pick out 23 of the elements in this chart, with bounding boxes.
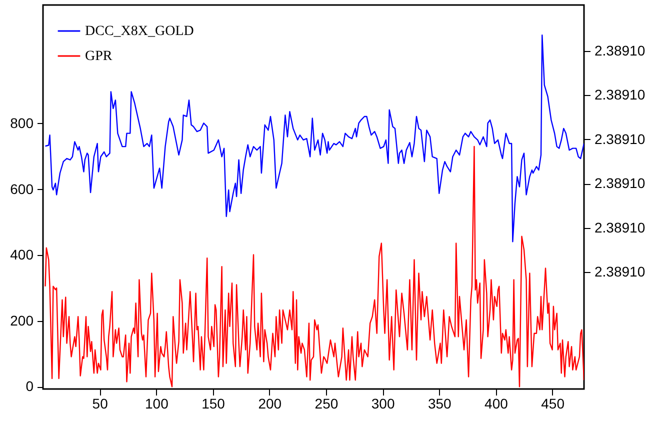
x-tick-label: 100 bbox=[145, 396, 169, 412]
y-tick-label: 800 bbox=[10, 114, 34, 131]
y2-tick-label: 2.38910 bbox=[594, 42, 646, 59]
y2-tick-label: 2.38910 bbox=[594, 130, 646, 147]
y-tick-label: 600 bbox=[10, 180, 34, 197]
x-tick-label: 200 bbox=[258, 396, 282, 412]
y2-tick-label: 2.38910 bbox=[594, 175, 646, 192]
y2-tick-label: 2.38910 bbox=[594, 219, 646, 236]
y-tick-label: 0 bbox=[26, 378, 34, 394]
x-tick-label: 350 bbox=[428, 396, 452, 412]
legend-label: GPR bbox=[85, 49, 113, 64]
x-tick-label: 400 bbox=[484, 396, 508, 412]
x-tick-label: 300 bbox=[371, 396, 395, 412]
y2-tick-label: 2.38910 bbox=[594, 86, 646, 103]
x-tick-label: 50 bbox=[92, 396, 108, 412]
y-tick-label: 200 bbox=[10, 312, 34, 328]
y2-tick-label: 2.38910 bbox=[594, 264, 646, 280]
x-tick-label: 450 bbox=[541, 396, 565, 412]
x-tick-label: 150 bbox=[202, 396, 226, 412]
legend-label: DCC_X8X_GOLD bbox=[85, 24, 194, 39]
line-series bbox=[44, 146, 584, 388]
y-tick-label: 400 bbox=[10, 246, 34, 263]
x-tick-label: 250 bbox=[314, 396, 338, 412]
